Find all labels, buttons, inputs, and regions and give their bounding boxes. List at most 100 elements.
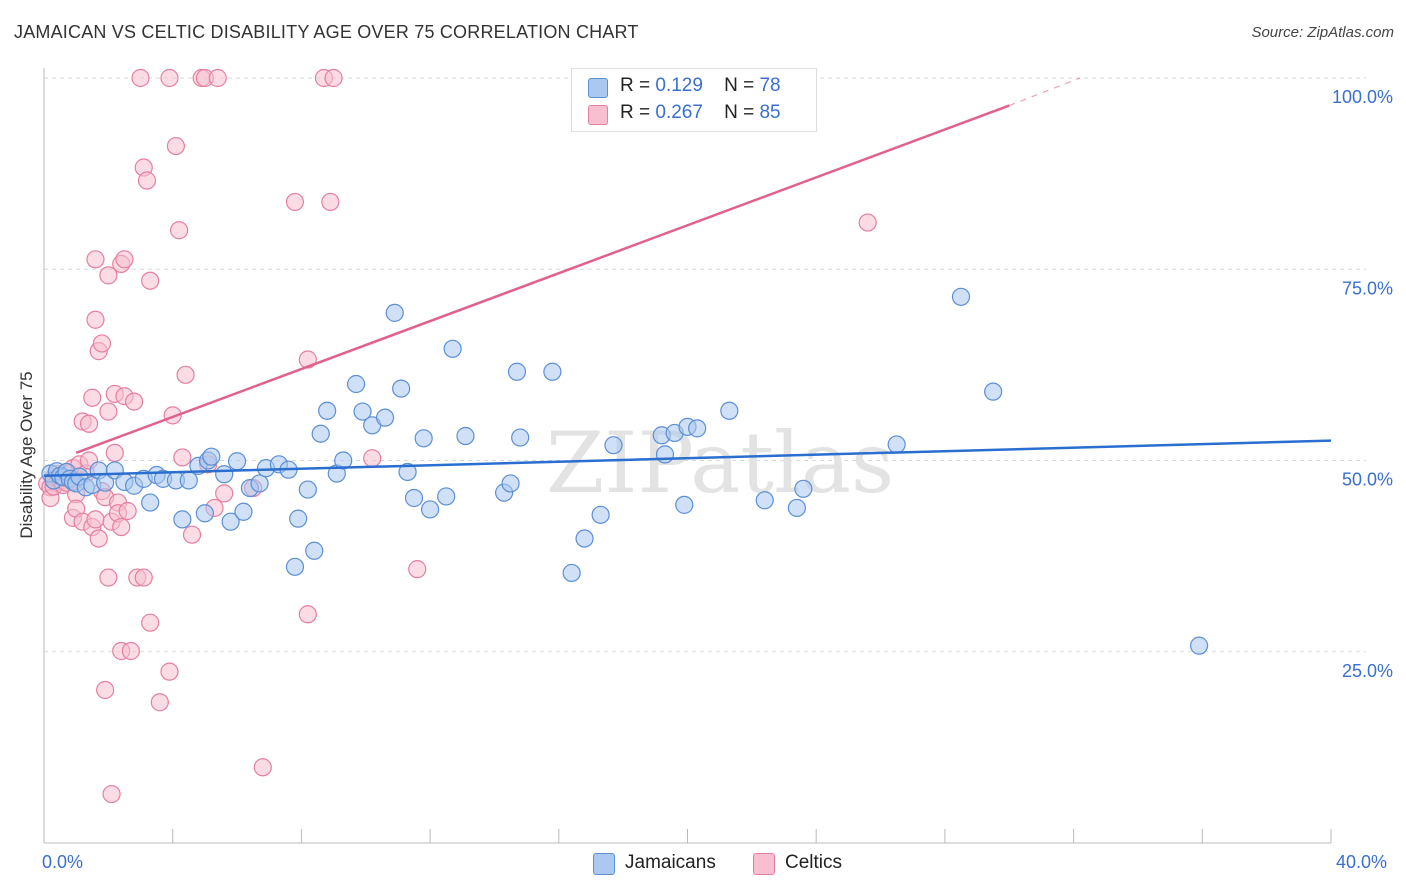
celtics-point [137,171,157,190]
jamaicans-point [688,419,707,438]
jamaicans-point [305,541,324,560]
celtics-point [118,501,137,521]
celtics-point [173,448,192,467]
celtics-point [215,484,234,503]
legend-n-value: 85 [759,102,781,123]
celtics-point [321,192,340,212]
gridlines [44,77,1366,653]
celtics-point [298,605,317,624]
y-tick-label: 100.0% [1332,87,1393,107]
celtics-point [115,250,134,269]
celtics-point [86,250,105,269]
celtics-point [253,758,272,777]
celtics-trend-line [75,104,1010,455]
jamaicans-point [375,408,395,427]
celtics-point [208,68,227,88]
jamaicans-point [298,480,317,499]
celtics-point [86,310,105,329]
celtics-point [166,136,186,156]
jamaicans-point [543,362,562,381]
jamaicans-point [951,287,971,306]
jamaicans-point [887,435,906,454]
jamaicans-point [285,557,305,576]
jamaicans-point [562,563,581,583]
jamaicans-point [346,374,366,394]
chart-source: Source: ZipAtlas.com [1251,24,1394,41]
jamaicans-point [289,509,308,528]
celtics-point [99,568,118,587]
jamaicans-point [456,426,475,446]
celtics-point [92,334,112,353]
celtics-swatch [588,105,608,125]
jamaicans-point [984,382,1003,401]
jamaicans-point [1189,636,1209,655]
jamaicans-point [353,402,372,421]
y-tick-label: 50.0% [1342,470,1393,490]
celtics-point [121,641,140,661]
celtics-trend-extension [1009,77,1081,107]
celtics-point [99,402,118,421]
jamaicans-point [202,447,221,466]
celtics-point [141,271,160,290]
jamaicans-point [414,429,433,448]
jamaicans-trend-line [43,439,1332,478]
celtics-point [408,560,427,579]
jamaicans-point [591,505,610,524]
jamaicans-point [141,493,160,512]
legend-r-label: R = [620,102,651,123]
celtics-point [86,510,105,529]
trend-lines [43,77,1332,478]
celtics-point [285,192,305,212]
jamaicans-point [318,401,337,420]
jamaicans-point [221,512,240,531]
celtics-legend-label: Celtics [785,852,843,873]
celtics-point [105,443,124,462]
jamaicans-point [385,303,404,322]
jamaicans-point [195,504,214,523]
jamaicans-legend-label: Jamaicans [625,852,716,873]
jamaicans-point [334,451,353,470]
celtics-point [96,680,115,700]
jamaicans-point [404,488,424,508]
jamaicans-point [787,498,806,518]
y-tick-labels: 25.0% 50.0% 75.0% 100.0% [1332,87,1393,681]
axes [43,68,1332,844]
celtics-point [134,568,153,587]
legend-r-value: 0.267 [655,102,703,123]
y-axis-label: Disability Age Over 75 [17,371,36,539]
jamaicans-point [794,479,813,498]
celtics-point [363,449,382,468]
celtics-swatch [753,853,775,875]
chart-title: JAMAICAN VS CELTIC DISABILITY AGE OVER 7… [14,22,639,42]
celtics-point [99,266,118,285]
jamaicans-point [392,379,411,398]
celtics-point [141,613,160,632]
jamaicans-point [250,474,269,493]
y-tick-label: 75.0% [1342,278,1393,298]
legend-n-value: 78 [759,75,781,96]
celtics-point [176,365,195,384]
jamaicans-point [507,362,527,381]
celtics-point [858,213,877,232]
x-tick-min: 0.0% [42,852,84,872]
jamaicans-point [675,495,694,514]
celtics-point [79,414,99,433]
celtics-point [112,517,131,537]
celtics-point [131,68,150,88]
jamaicans-point [421,500,440,519]
celtics-point [160,662,179,681]
celtics-point [89,529,108,548]
celtics-point [324,68,343,88]
jamaicans-point [234,502,253,521]
legend-n-label: N = [724,102,755,123]
jamaicans-point [173,510,192,529]
jamaicans-swatch [588,78,608,98]
celtics-point [160,68,179,88]
jamaicans-point [511,428,530,447]
jamaicans-point [604,436,623,455]
celtics-point [150,693,169,712]
celtics-point [170,221,189,240]
jamaicans-point [655,445,675,464]
correlation-legend: R = 0.129 N = 78 R = 0.267 N = 85 [571,68,817,132]
